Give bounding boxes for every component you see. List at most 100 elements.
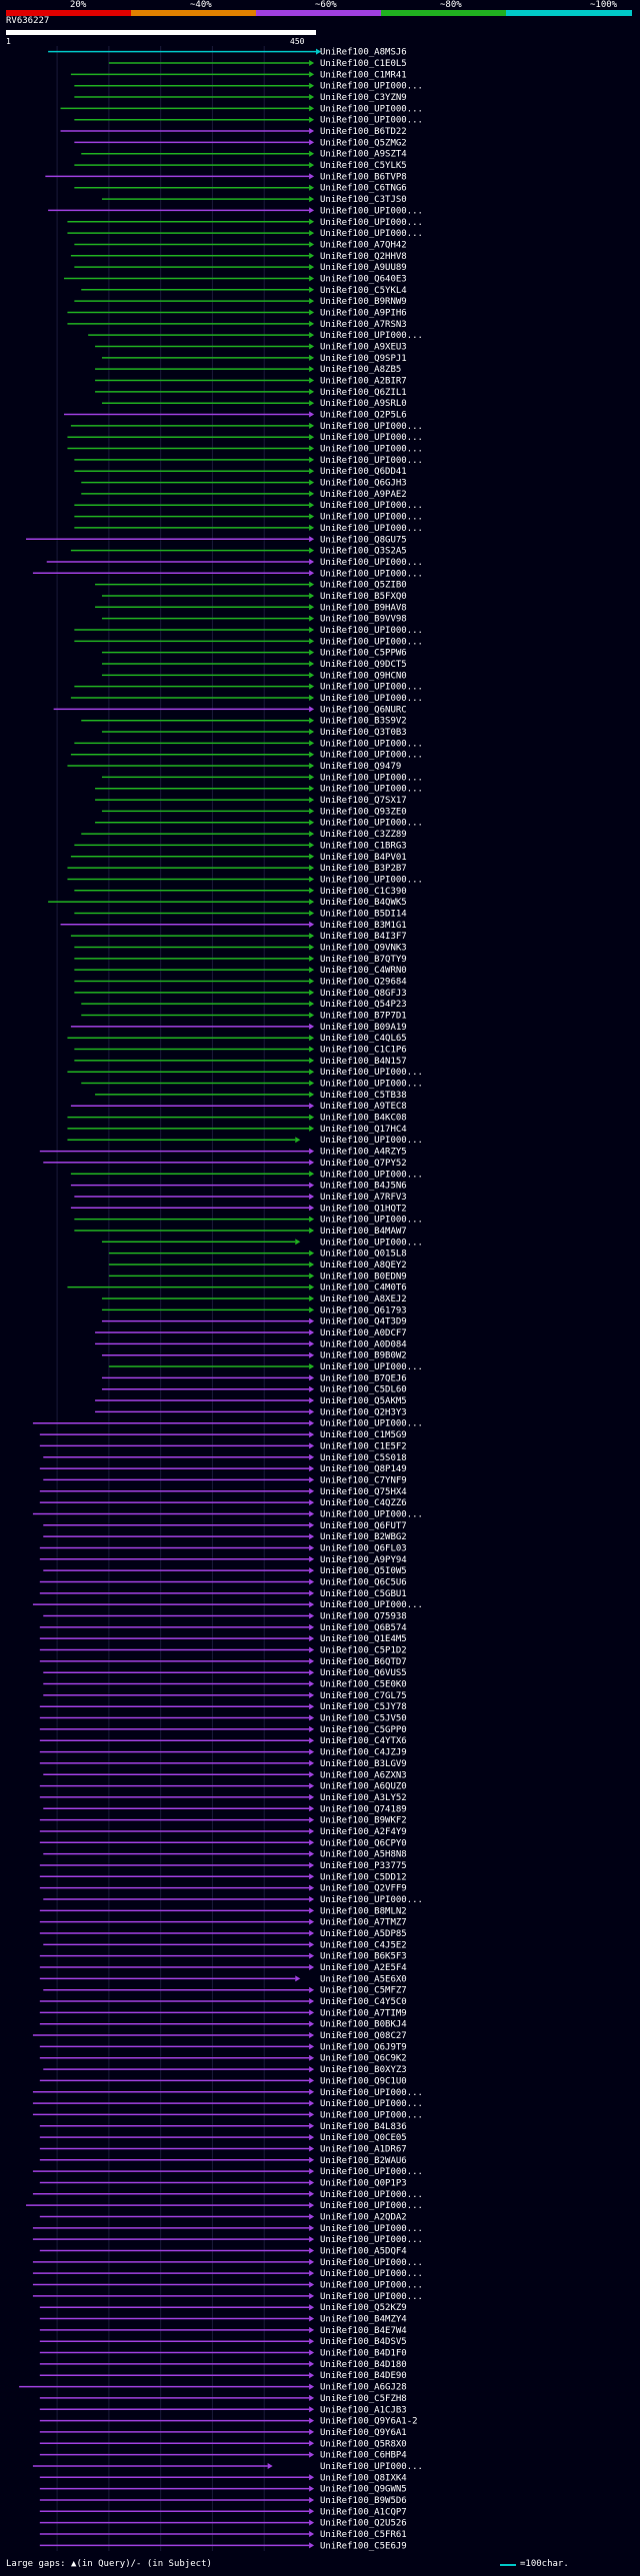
hit-label-14[interactable]: UniRef100_UPI000... <box>320 206 423 216</box>
hit-label-49[interactable]: UniRef100_B9HAV8 <box>320 603 407 613</box>
hit-label-55[interactable]: UniRef100_Q9HCN0 <box>320 671 407 681</box>
hit-label-195[interactable]: UniRef100_UPI000... <box>320 2258 423 2268</box>
hit-label-209[interactable]: UniRef100_Q9Y6A1-2 <box>320 2417 418 2427</box>
hit-label-126[interactable]: UniRef100_C7YNF9 <box>320 1475 407 1485</box>
hit-label-153[interactable]: UniRef100_A6QUZ0 <box>320 1782 407 1792</box>
hit-label-69[interactable]: UniRef100_C3ZZ89 <box>320 830 407 840</box>
hit-label-187[interactable]: UniRef100_UPI000... <box>320 2167 423 2177</box>
hit-label-76[interactable]: UniRef100_B5DI14 <box>320 909 407 919</box>
hit-label-72[interactable]: UniRef100_B3P2B7 <box>320 864 407 874</box>
hit-label-127[interactable]: UniRef100_Q75HX4 <box>320 1487 407 1497</box>
hit-label-94[interactable]: UniRef100_B4KC08 <box>320 1114 407 1124</box>
hit-label-136[interactable]: UniRef100_C5GBU1 <box>320 1589 407 1599</box>
hit-label-19[interactable]: UniRef100_A9UU89 <box>320 263 407 273</box>
hit-label-216[interactable]: UniRef100_B9W5D6 <box>320 2496 407 2506</box>
hit-label-189[interactable]: UniRef100_UPI000... <box>320 2190 423 2200</box>
hit-label-93[interactable]: UniRef100_A9TEC8 <box>320 1102 407 1112</box>
hit-label-9[interactable]: UniRef100_A9SZT4 <box>320 150 407 160</box>
hit-label-1[interactable]: UniRef100_C1E0L5 <box>320 59 407 69</box>
hit-label-107[interactable]: UniRef100_A8QEY2 <box>320 1261 407 1271</box>
hit-label-169[interactable]: UniRef100_A2E5F4 <box>320 1963 407 1973</box>
hit-label-27[interactable]: UniRef100_Q9SPJ1 <box>320 354 407 364</box>
hit-label-150[interactable]: UniRef100_C4JZJ9 <box>320 1748 407 1758</box>
hit-label-141[interactable]: UniRef100_C5P1D2 <box>320 1646 407 1656</box>
hit-label-22[interactable]: UniRef100_B9RNW9 <box>320 297 407 307</box>
hit-label-112[interactable]: UniRef100_Q4T3D9 <box>320 1317 407 1327</box>
hit-label-177[interactable]: UniRef100_Q6C9K2 <box>320 2054 407 2064</box>
hit-label-41[interactable]: UniRef100_UPI000... <box>320 513 423 523</box>
hit-label-193[interactable]: UniRef100_UPI000... <box>320 2235 423 2245</box>
hit-label-165[interactable]: UniRef100_A7TMZ7 <box>320 1918 407 1928</box>
hit-label-53[interactable]: UniRef100_C5PPW6 <box>320 649 407 659</box>
hit-label-28[interactable]: UniRef100_A8ZB5 <box>320 365 401 375</box>
hit-label-188[interactable]: UniRef100_Q0P1P3 <box>320 2178 407 2188</box>
hit-label-8[interactable]: UniRef100_Q5ZMG2 <box>320 138 407 148</box>
hit-label-47[interactable]: UniRef100_Q5ZIB0 <box>320 581 407 591</box>
hit-label-13[interactable]: UniRef100_C3TJS0 <box>320 195 407 205</box>
hit-label-10[interactable]: UniRef100_C5YLK5 <box>320 161 407 171</box>
hit-label-182[interactable]: UniRef100_UPI000... <box>320 2110 423 2120</box>
hit-label-117[interactable]: UniRef100_B7QEJ6 <box>320 1373 407 1383</box>
hit-label-143[interactable]: UniRef100_Q6VUS5 <box>320 1668 407 1678</box>
hit-label-102[interactable]: UniRef100_Q1HQT2 <box>320 1204 407 1214</box>
hit-label-146[interactable]: UniRef100_C5JY78 <box>320 1702 407 1712</box>
hit-label-176[interactable]: UniRef100_Q6J9T9 <box>320 2042 407 2052</box>
hit-label-201[interactable]: UniRef100_B4E7W4 <box>320 2326 407 2336</box>
hit-label-101[interactable]: UniRef100_A7RFV3 <box>320 1193 407 1203</box>
hit-label-190[interactable]: UniRef100_UPI000... <box>320 2201 423 2211</box>
hit-label-35[interactable]: UniRef100_UPI000... <box>320 445 423 455</box>
hit-label-68[interactable]: UniRef100_UPI000... <box>320 819 423 829</box>
hit-label-134[interactable]: UniRef100_Q5I0W5 <box>320 1566 407 1576</box>
hit-label-113[interactable]: UniRef100_A0DCF7 <box>320 1328 407 1338</box>
hit-label-89[interactable]: UniRef100_B4N157 <box>320 1057 407 1067</box>
hit-label-114[interactable]: UniRef100_A0D084 <box>320 1339 407 1349</box>
hit-label-121[interactable]: UniRef100_UPI000... <box>320 1419 423 1429</box>
hit-label-48[interactable]: UniRef100_B5FXQ0 <box>320 592 407 602</box>
hit-label-31[interactable]: UniRef100_A9SRL0 <box>320 399 407 409</box>
hit-label-58[interactable]: UniRef100_Q6NURC <box>320 705 407 715</box>
hit-label-105[interactable]: UniRef100_UPI000... <box>320 1238 423 1248</box>
hit-label-183[interactable]: UniRef100_B4L836 <box>320 2122 407 2132</box>
hit-label-91[interactable]: UniRef100_UPI000... <box>320 1080 423 1090</box>
hit-label-98[interactable]: UniRef100_Q7PY52 <box>320 1159 407 1169</box>
hit-label-147[interactable]: UniRef100_C5JV50 <box>320 1714 407 1724</box>
hit-label-51[interactable]: UniRef100_UPI000... <box>320 626 423 636</box>
hit-label-116[interactable]: UniRef100_UPI000... <box>320 1362 423 1372</box>
hit-label-66[interactable]: UniRef100_Q7SX17 <box>320 796 407 806</box>
hit-label-0[interactable]: UniRef100_A8MSJ6 <box>320 48 407 58</box>
hit-label-131[interactable]: UniRef100_B2WBG2 <box>320 1532 407 1542</box>
hit-label-79[interactable]: UniRef100_Q9VNK3 <box>320 943 407 953</box>
hit-label-151[interactable]: UniRef100_B3LGV9 <box>320 1759 407 1769</box>
hit-label-207[interactable]: UniRef100_C5FZH8 <box>320 2394 407 2404</box>
hit-label-194[interactable]: UniRef100_A5DQF4 <box>320 2247 407 2257</box>
hit-label-33[interactable]: UniRef100_UPI000... <box>320 422 423 432</box>
hit-label-70[interactable]: UniRef100_C1BRG3 <box>320 841 407 851</box>
hit-label-110[interactable]: UniRef100_A8XEJ2 <box>320 1294 407 1304</box>
hit-label-88[interactable]: UniRef100_C1C1P6 <box>320 1046 407 1056</box>
hit-label-38[interactable]: UniRef100_Q6GJH3 <box>320 479 407 489</box>
hit-label-3[interactable]: UniRef100_UPI000... <box>320 82 423 92</box>
hit-label-65[interactable]: UniRef100_UPI000... <box>320 785 423 795</box>
hit-label-135[interactable]: UniRef100_Q6C5U6 <box>320 1577 407 1587</box>
hit-label-52[interactable]: UniRef100_UPI000... <box>320 637 423 647</box>
hit-label-59[interactable]: UniRef100_B3S9V2 <box>320 717 407 727</box>
hit-label-81[interactable]: UniRef100_C4WRN0 <box>320 966 407 976</box>
hit-label-218[interactable]: UniRef100_Q2U526 <box>320 2519 407 2529</box>
hit-label-214[interactable]: UniRef100_Q8IXK4 <box>320 2473 407 2483</box>
hit-label-115[interactable]: UniRef100_B9B0W2 <box>320 1351 407 1361</box>
hit-label-145[interactable]: UniRef100_C7GL75 <box>320 1691 407 1701</box>
hit-label-24[interactable]: UniRef100_A7RSN3 <box>320 320 407 330</box>
hit-label-71[interactable]: UniRef100_B4PV01 <box>320 853 407 863</box>
hit-label-155[interactable]: UniRef100_Q74189 <box>320 1804 407 1814</box>
hit-label-171[interactable]: UniRef100_C5MFZ7 <box>320 1986 407 1996</box>
hit-label-111[interactable]: UniRef100_Q61793 <box>320 1305 407 1315</box>
hit-label-40[interactable]: UniRef100_UPI000... <box>320 501 423 511</box>
hit-label-78[interactable]: UniRef100_B4I3F7 <box>320 932 407 942</box>
hit-label-172[interactable]: UniRef100_C4Y5C0 <box>320 1997 407 2007</box>
hit-label-206[interactable]: UniRef100_A6GJ28 <box>320 2383 407 2393</box>
hit-label-63[interactable]: UniRef100_Q9479 <box>320 762 401 772</box>
hit-label-162[interactable]: UniRef100_Q2VFF9 <box>320 1884 407 1894</box>
hit-label-205[interactable]: UniRef100_B4DE90 <box>320 2371 407 2381</box>
hit-label-75[interactable]: UniRef100_B4QWK5 <box>320 898 407 908</box>
hit-label-104[interactable]: UniRef100_B4MAW7 <box>320 1227 407 1237</box>
